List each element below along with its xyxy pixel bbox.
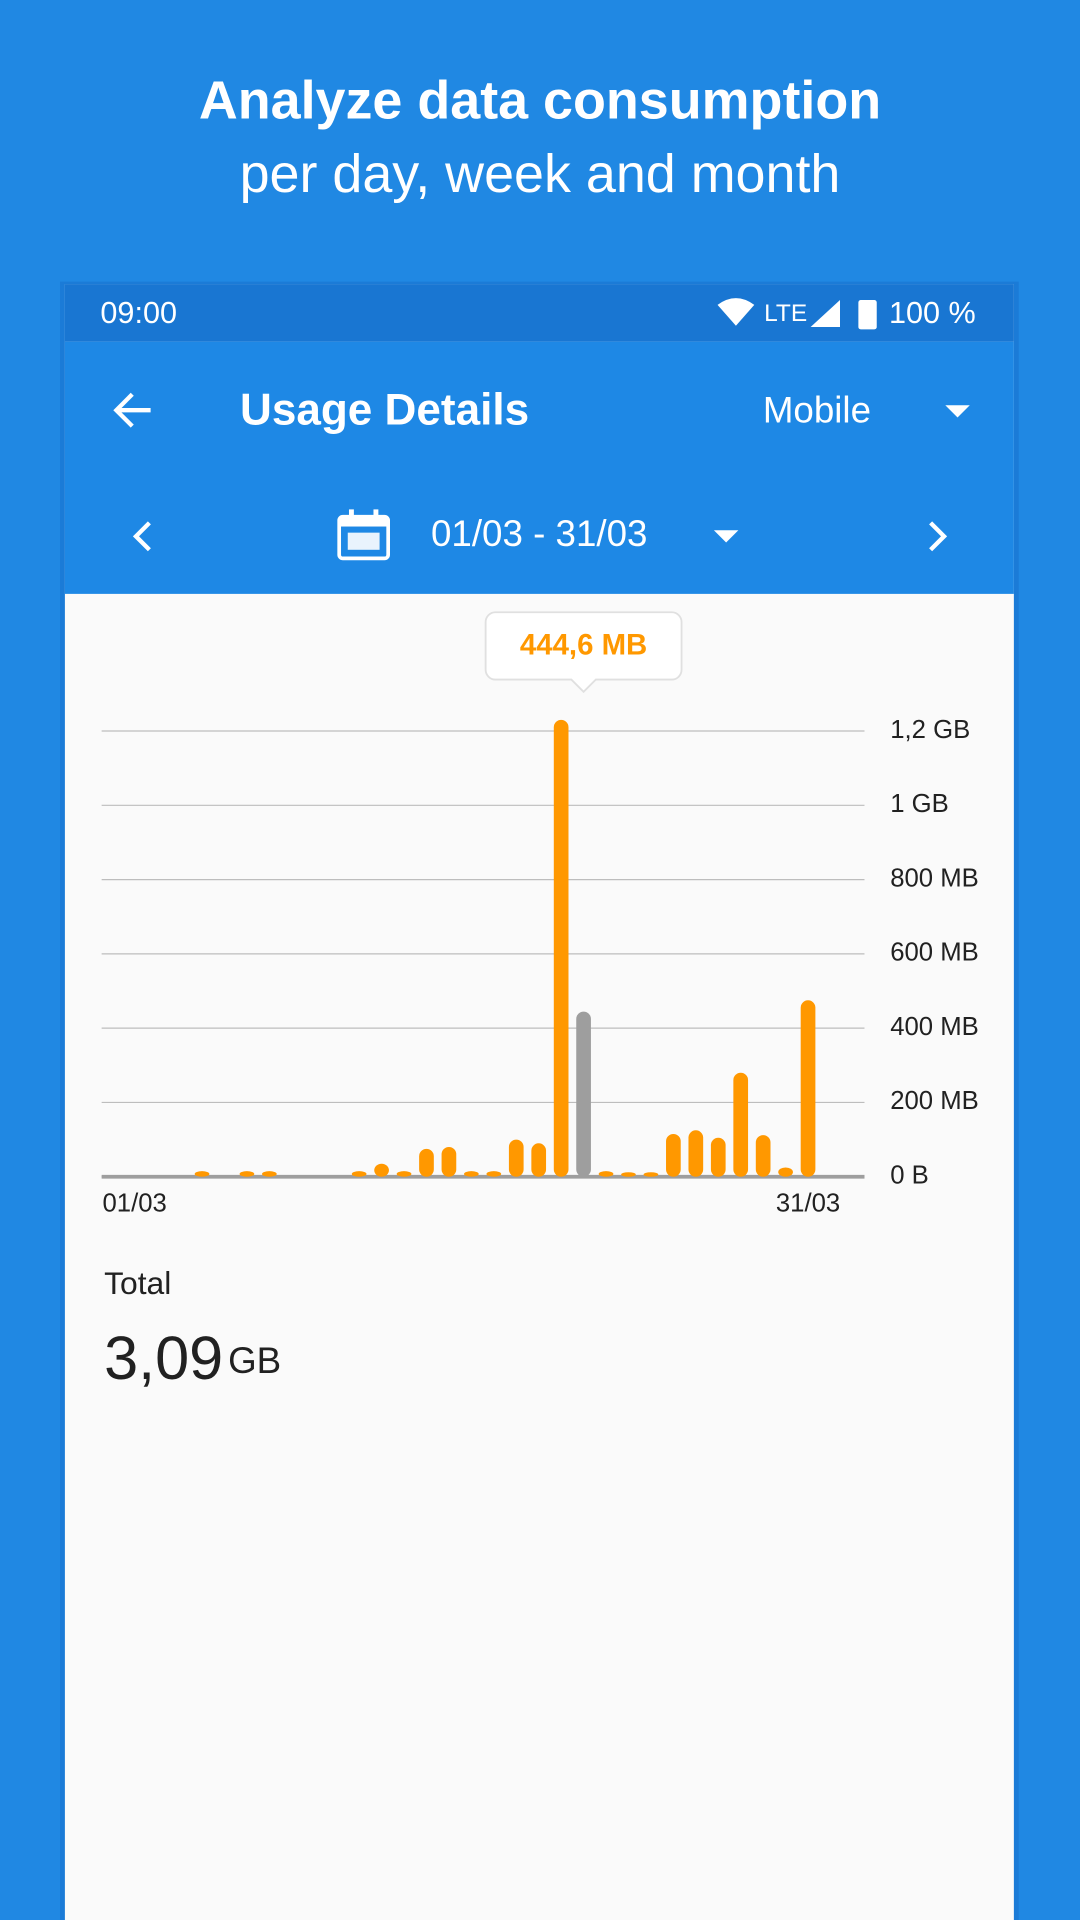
bar — [621, 1172, 636, 1177]
next-period[interactable] — [929, 521, 948, 552]
promo-subtitle: per day, week and month — [240, 144, 841, 204]
bar — [800, 1000, 816, 1177]
bar — [262, 1171, 277, 1177]
y-tick-label: 400 MB — [890, 1013, 979, 1041]
bar — [576, 1011, 591, 1177]
y-tick-label: 0 B — [890, 1162, 929, 1190]
bar — [553, 719, 569, 1177]
bar — [396, 1171, 412, 1177]
back-button[interactable] — [113, 392, 151, 428]
status-bar — [64, 284, 1014, 342]
usage-chart: 0 B 200 MB 400 MB 600 MB 800 MB 1 GB 1,2 GB 01/… — [101, 611, 979, 1218]
y-tick-label: 800 MB — [890, 864, 979, 892]
status-time: 09:00 — [100, 296, 177, 330]
bar — [643, 1172, 659, 1177]
total-number: 3,09 — [104, 1324, 223, 1392]
promo-title: Analyze data consumption — [199, 70, 881, 130]
calendar-ring — [348, 509, 354, 521]
status-battery: 100 % — [889, 296, 976, 330]
y-tick-label: 1,2 GB — [890, 716, 970, 744]
total-label: Total — [104, 1265, 171, 1301]
tooltip-box — [484, 611, 683, 694]
calendar-ring — [373, 509, 379, 521]
total-value: 3,09 GB — [104, 1324, 281, 1392]
bar — [486, 1171, 502, 1177]
x-tick-label: 01/03 — [103, 1190, 167, 1218]
bar — [666, 1134, 681, 1177]
bar — [598, 1171, 614, 1177]
app-bar — [64, 341, 1014, 594]
bar — [688, 1130, 704, 1177]
wifi-icon — [717, 298, 755, 326]
tooltip-label: 444,6 MB — [520, 628, 647, 661]
bar — [464, 1171, 479, 1177]
calendar-top — [339, 516, 389, 527]
bar — [419, 1148, 434, 1177]
y-tick-label: 1 GB — [890, 790, 949, 818]
bar — [755, 1135, 771, 1177]
filter-dropdown[interactable] — [945, 405, 970, 418]
bar — [733, 1072, 749, 1177]
period-dropdown[interactable] — [713, 530, 739, 543]
bar — [778, 1167, 793, 1177]
status-network: LTE — [764, 300, 807, 327]
bar — [441, 1147, 457, 1177]
bar — [374, 1163, 389, 1177]
total-unit: GB — [228, 1340, 281, 1381]
calendar-days — [347, 532, 380, 550]
prev-period[interactable] — [132, 521, 151, 552]
bar — [239, 1171, 255, 1177]
period-range[interactable]: 01/03 - 31/03 — [431, 513, 647, 554]
battery-icon — [858, 300, 877, 330]
appbar-title: Usage Details — [240, 385, 529, 434]
calendar-icon — [337, 509, 390, 561]
bar — [194, 1171, 210, 1177]
y-tick-label: 200 MB — [890, 1087, 979, 1115]
bar — [531, 1143, 547, 1177]
y-tick-label: 600 MB — [890, 939, 979, 967]
bar — [710, 1137, 726, 1177]
bar — [508, 1139, 524, 1177]
x-tick-label: 31/03 — [776, 1190, 840, 1218]
network-filter[interactable]: Mobile — [763, 389, 871, 430]
bar — [351, 1171, 367, 1177]
